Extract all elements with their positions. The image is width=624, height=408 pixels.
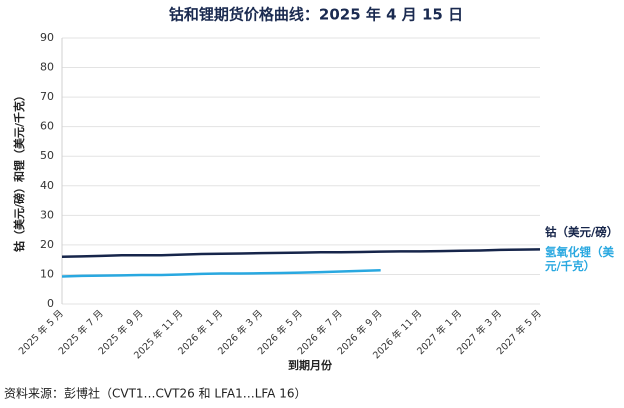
y-tick-label: 30 bbox=[40, 208, 54, 221]
series-line bbox=[61, 269, 381, 278]
y-axis-label: 钴（美元/磅）和锂（美元/千克） bbox=[12, 90, 26, 252]
y-tick-label: 70 bbox=[40, 90, 54, 103]
x-axis-label: 到期月份 bbox=[288, 358, 333, 372]
y-tick-label: 90 bbox=[40, 31, 54, 44]
series-label: 氢氧化锂（美元/千克） bbox=[545, 245, 614, 273]
y-tick-label: 50 bbox=[40, 149, 54, 162]
series-line bbox=[61, 248, 541, 258]
series-label: 钴（美元/磅） bbox=[545, 225, 619, 240]
y-tick-label: 0 bbox=[47, 297, 54, 310]
source-note: 资料来源：彭博社（CVT1…CVT26 和 LFA1…LFA 16） bbox=[4, 386, 306, 401]
chart-title: 钴和锂期货价格曲线：2025 年 4 月 15 日 bbox=[169, 6, 463, 24]
y-tick-label: 40 bbox=[40, 179, 54, 192]
y-tick-label: 20 bbox=[40, 238, 54, 251]
y-tick-label: 10 bbox=[40, 267, 54, 280]
y-tick-label: 60 bbox=[40, 120, 54, 133]
y-tick-label: 80 bbox=[40, 61, 54, 74]
